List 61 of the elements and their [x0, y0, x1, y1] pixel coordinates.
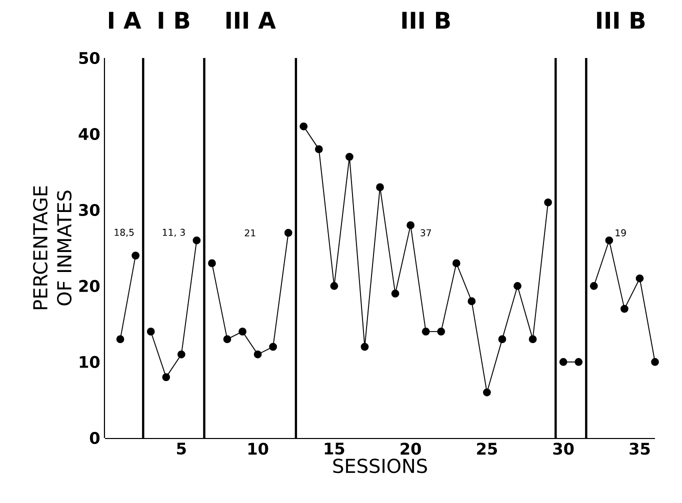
y-axis-title: PERCENTAGE OF INMATES	[33, 186, 72, 310]
band-label: III A	[226, 12, 276, 29]
annotation: 21	[244, 229, 256, 236]
point	[636, 274, 644, 282]
y-tick-label: 0	[90, 432, 100, 444]
point	[208, 259, 216, 268]
point	[162, 373, 170, 382]
point	[437, 328, 446, 336]
annotation: 19	[616, 229, 626, 236]
point	[269, 342, 277, 351]
x-tick-label: 30	[553, 442, 574, 455]
point	[254, 350, 262, 358]
point	[376, 183, 384, 192]
point	[422, 328, 430, 336]
y-tick-label: 50	[79, 52, 100, 64]
point	[132, 252, 140, 260]
y-tick-label: 10	[80, 356, 100, 368]
point	[528, 335, 537, 344]
point	[483, 388, 491, 396]
point	[146, 328, 155, 336]
x-tick-label: 10	[248, 442, 268, 455]
band-label: III B	[402, 12, 450, 29]
x-axis-title: SESSIONS	[333, 458, 427, 474]
point	[620, 304, 628, 313]
x-tick-label: 15	[324, 442, 344, 455]
band-label: I A	[109, 12, 142, 29]
band-label: I B	[158, 12, 190, 29]
band-label: III B	[597, 12, 645, 29]
point	[116, 335, 124, 344]
point	[330, 282, 338, 290]
point	[468, 297, 476, 306]
point	[514, 282, 522, 290]
x-tick-label: 35	[630, 442, 650, 455]
point	[406, 221, 414, 230]
point	[574, 358, 583, 366]
point	[544, 198, 552, 206]
y-tick-label: 30	[79, 204, 100, 216]
point	[192, 236, 201, 244]
point	[559, 358, 568, 366]
point	[314, 145, 323, 154]
point	[651, 358, 659, 366]
annotation: 37	[420, 229, 431, 236]
annotation: 11, 3	[162, 228, 185, 237]
point	[605, 236, 614, 244]
point	[346, 152, 354, 161]
point	[498, 335, 506, 344]
annotation: 18,5	[114, 228, 134, 237]
point	[452, 259, 460, 268]
point	[177, 350, 186, 358]
x-tick-label: 20	[400, 442, 421, 455]
point	[300, 122, 308, 130]
y-tick-label: 40	[78, 128, 100, 140]
x-tick-label: 25	[477, 442, 497, 455]
point	[223, 335, 232, 344]
point	[360, 342, 369, 351]
point	[238, 328, 246, 336]
x-tick-label: 5	[177, 442, 186, 455]
point	[284, 228, 292, 237]
y-tick-label: 20	[79, 280, 100, 292]
point	[391, 290, 400, 298]
point	[590, 282, 598, 290]
